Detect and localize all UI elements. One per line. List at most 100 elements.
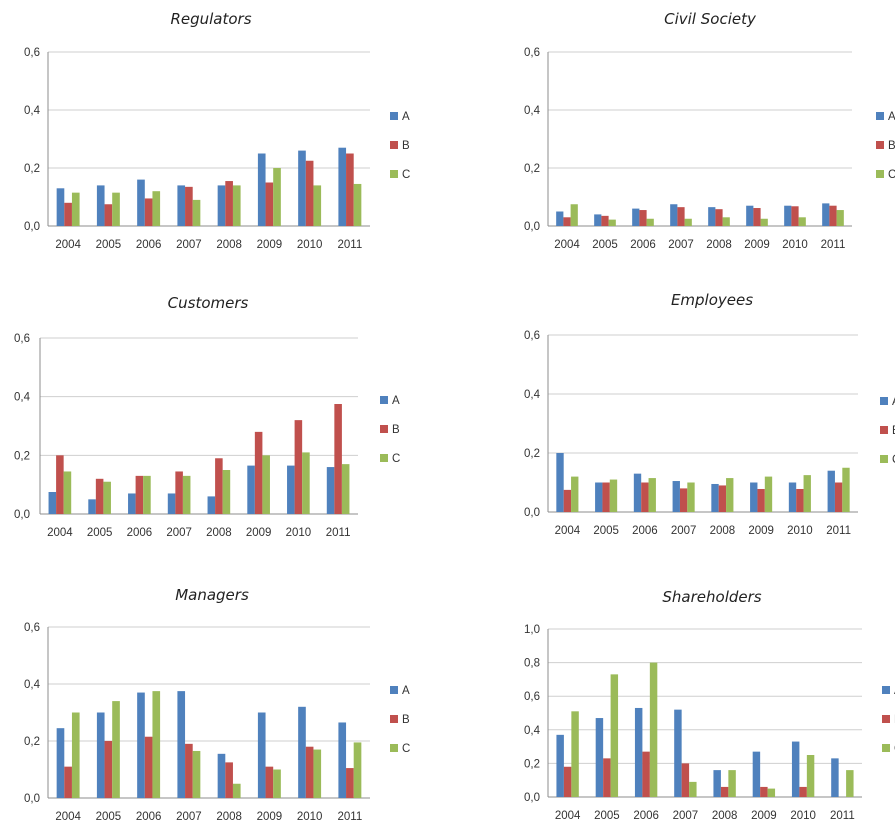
legend-swatch-A xyxy=(390,686,398,694)
x-tick-label: 2010 xyxy=(297,811,323,823)
legend-label-B: B xyxy=(402,140,410,152)
legend-label-A: A xyxy=(892,396,895,408)
bar-B-2009 xyxy=(753,208,761,226)
bar-A-2008 xyxy=(217,185,226,226)
bar-B-2010 xyxy=(305,160,314,226)
bar-B-2004 xyxy=(56,455,64,514)
legend-label-B: B xyxy=(392,424,400,436)
bar-C-2011 xyxy=(353,183,362,226)
legend-label-C: C xyxy=(892,454,895,466)
x-tick-label: 2010 xyxy=(787,525,813,537)
bar-B-2007 xyxy=(679,488,688,512)
bar-C-2006 xyxy=(646,218,654,226)
bar-B-2004 xyxy=(64,766,72,798)
x-tick-label: 2011 xyxy=(338,811,363,823)
legend-swatch-A xyxy=(880,397,888,405)
bar-B-2008 xyxy=(715,209,723,226)
x-tick-label: 2007 xyxy=(166,527,192,539)
y-tick-label: 0,6 xyxy=(24,47,40,59)
bar-C-2008 xyxy=(222,470,231,514)
bar-A-2006 xyxy=(137,179,145,226)
legend-swatch-C xyxy=(880,455,888,463)
bar-A-2011 xyxy=(326,467,335,514)
bar-A-2009 xyxy=(247,465,255,514)
y-tick-label: 1,0 xyxy=(524,624,540,636)
bar-A-2005 xyxy=(96,185,105,226)
bar-C-2010 xyxy=(806,755,815,797)
legend-label-A: A xyxy=(402,685,410,697)
bar-C-2005 xyxy=(608,219,616,226)
bar-C-2006 xyxy=(152,691,161,798)
bar-A-2009 xyxy=(257,153,266,226)
bar-A-2011 xyxy=(338,147,347,226)
bar-C-2005 xyxy=(610,674,619,797)
x-tick-label: 2007 xyxy=(673,810,699,822)
bar-C-2009 xyxy=(273,168,281,226)
bar-C-2005 xyxy=(103,481,111,514)
bar-A-2005 xyxy=(88,499,96,514)
bar-C-2010 xyxy=(798,217,806,226)
bar-B-2007 xyxy=(677,207,685,226)
x-tick-label: 2007 xyxy=(671,525,697,537)
bar-B-2007 xyxy=(175,471,183,514)
bar-B-2005 xyxy=(95,478,104,514)
bar-B-2005 xyxy=(104,741,113,798)
x-tick-label: 2006 xyxy=(127,527,153,539)
legend-swatch-A xyxy=(876,112,884,120)
bar-A-2006 xyxy=(633,473,642,512)
bar-C-2009 xyxy=(767,788,776,797)
x-tick-label: 2011 xyxy=(326,527,351,539)
y-tick-label: 0,0 xyxy=(24,221,40,233)
y-tick-label: 0,4 xyxy=(24,679,41,691)
bar-C-2008 xyxy=(232,185,241,226)
bar-C-2010 xyxy=(302,452,310,514)
bar-A-2011 xyxy=(831,758,839,797)
bar-C-2009 xyxy=(262,455,270,514)
bar-B-2009 xyxy=(265,182,274,226)
bar-A-2005 xyxy=(595,718,604,797)
bar-B-2008 xyxy=(225,181,233,226)
bar-C-2006 xyxy=(648,478,656,512)
bar-A-2011 xyxy=(827,470,835,512)
bar-C-2009 xyxy=(273,769,281,798)
legend-swatch-B xyxy=(876,141,884,149)
bar-A-2008 xyxy=(217,753,226,798)
bar-A-2009 xyxy=(750,482,758,512)
bar-A-2004 xyxy=(556,734,564,797)
bar-C-2004 xyxy=(63,471,72,514)
x-tick-label: 2009 xyxy=(748,525,774,537)
y-tick-label: 0,4 xyxy=(14,392,31,404)
bar-A-2007 xyxy=(177,691,186,798)
legend-label-A: A xyxy=(392,395,400,407)
bar-B-2010 xyxy=(294,420,303,514)
x-tick-label: 2004 xyxy=(555,810,581,822)
x-tick-label: 2007 xyxy=(668,239,694,251)
x-tick-label: 2004 xyxy=(554,239,580,251)
y-tick-label: 0,2 xyxy=(524,163,540,175)
x-tick-label: 2008 xyxy=(206,527,232,539)
bar-B-2007 xyxy=(185,743,193,798)
bar-C-2008 xyxy=(726,478,734,512)
bar-B-2008 xyxy=(720,786,729,797)
chart-panel-0: Regulators 0,0 0,2 0,4 0,6 2004 2005 2006 2007 20… xyxy=(24,10,410,251)
chart-title: Employees xyxy=(671,291,753,309)
bar-A-2004 xyxy=(48,492,57,514)
bar-A-2006 xyxy=(128,493,136,514)
x-tick-label: 2011 xyxy=(826,525,851,537)
y-tick-label: 0,2 xyxy=(524,448,540,460)
x-tick-label: 2007 xyxy=(176,239,202,251)
bar-B-2006 xyxy=(641,482,649,512)
x-tick-label: 2011 xyxy=(338,239,363,251)
bar-C-2007 xyxy=(192,750,201,798)
legend-swatch-A xyxy=(390,112,398,120)
chart-title: Shareholders xyxy=(662,588,761,606)
legend-swatch-B xyxy=(882,715,890,723)
y-tick-label: 0,0 xyxy=(524,792,540,804)
bar-A-2004 xyxy=(56,188,65,226)
bar-B-2006 xyxy=(135,475,144,514)
bar-C-2004 xyxy=(571,711,579,797)
bar-A-2004 xyxy=(56,728,65,798)
bar-B-2005 xyxy=(601,215,609,226)
chart-panel-3: Employees 0,0 0,2 0,4 0,6 2004 2005 2006 2007 200… xyxy=(524,291,895,537)
